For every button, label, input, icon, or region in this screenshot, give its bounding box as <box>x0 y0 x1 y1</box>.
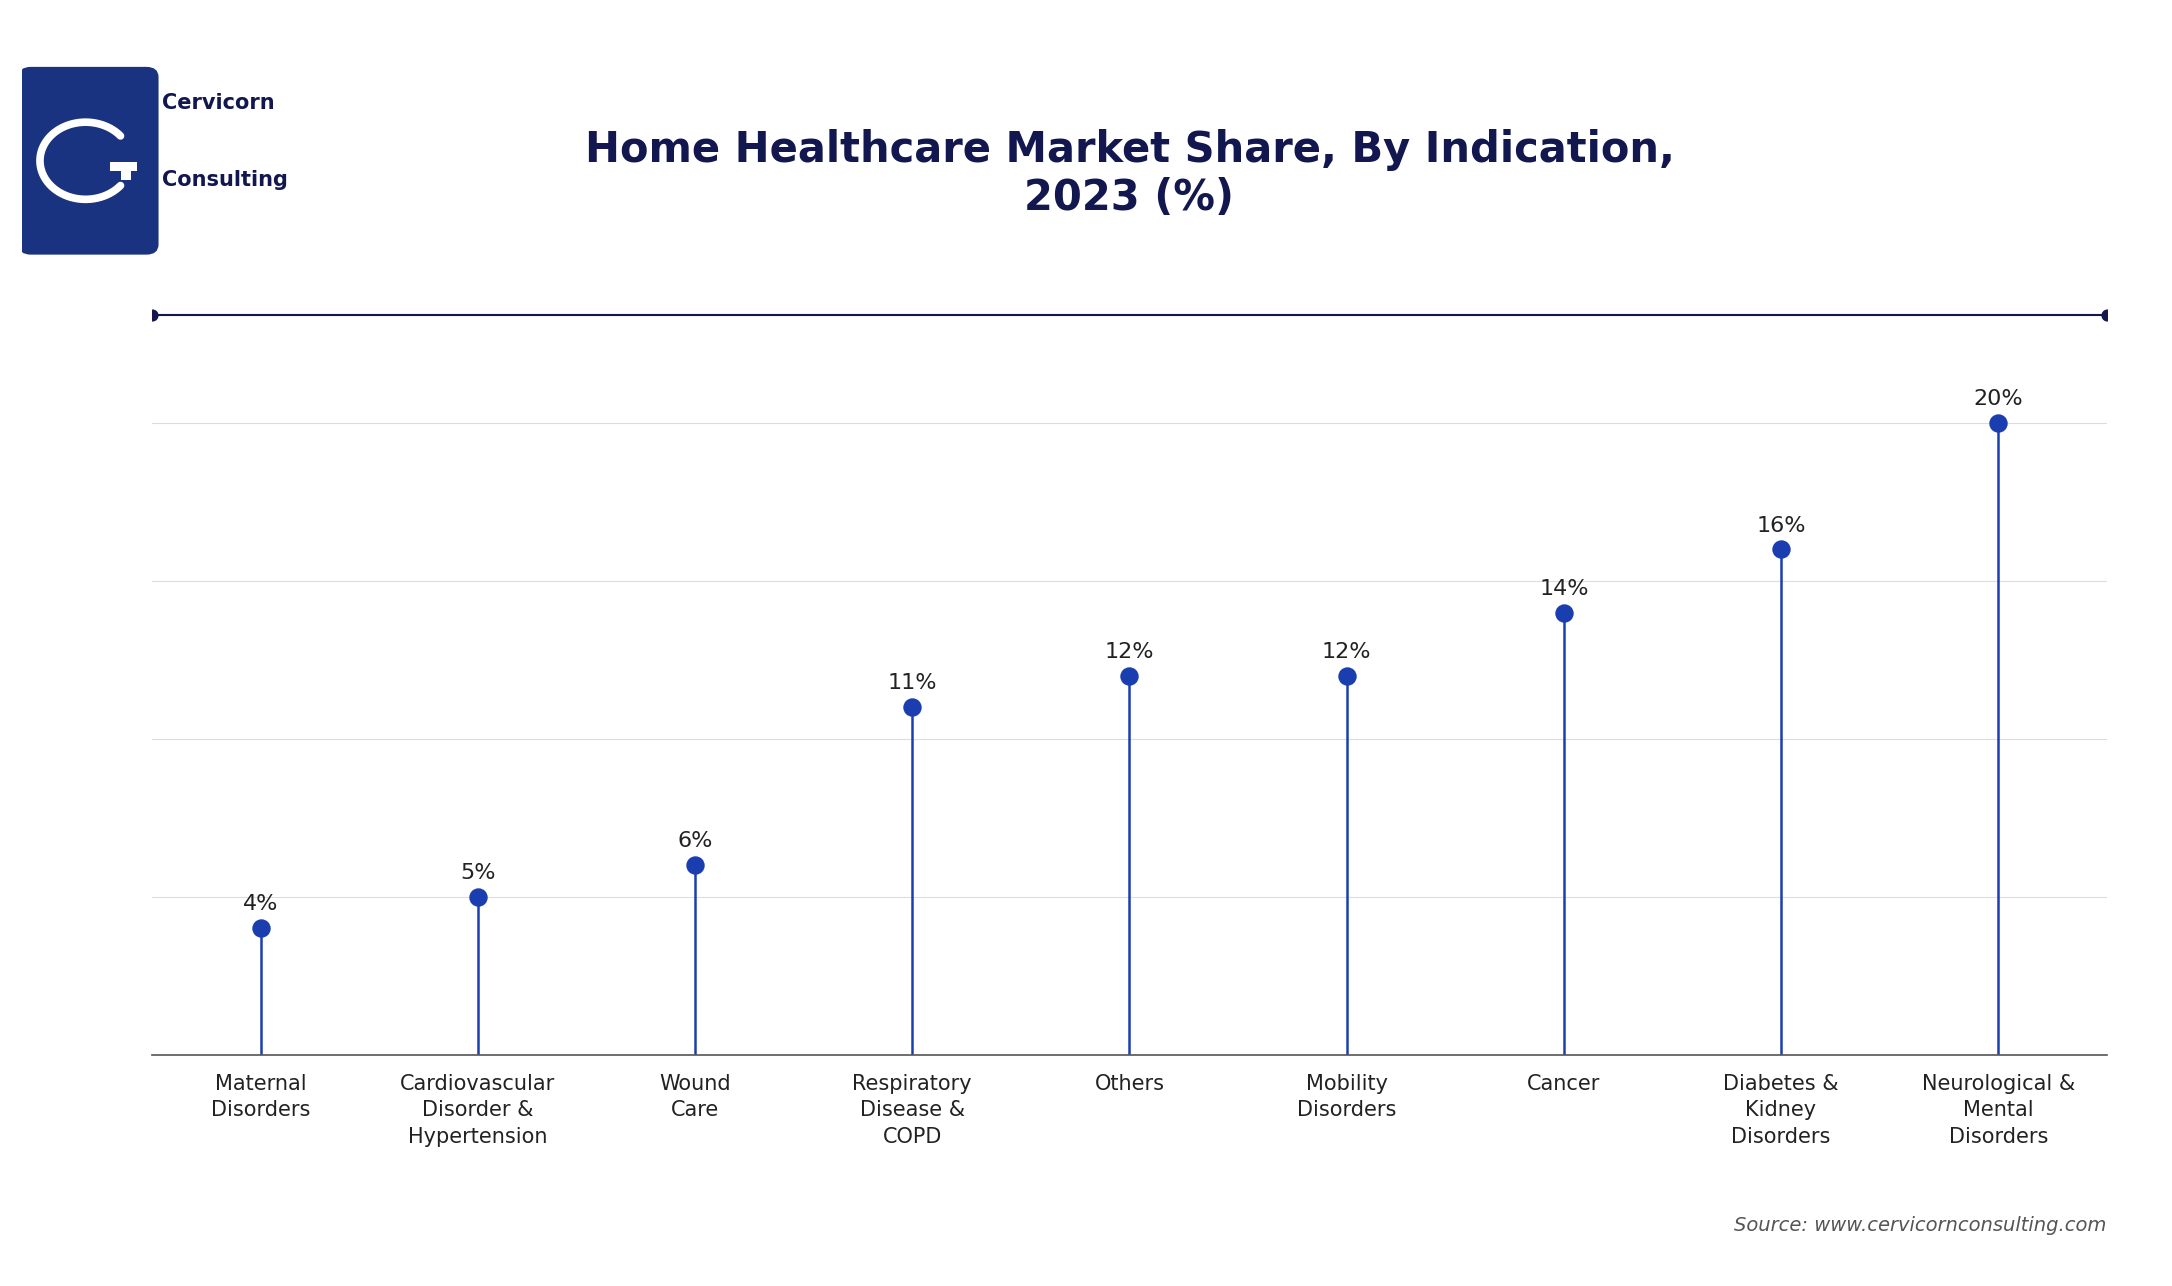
Point <box>1112 665 1147 685</box>
Text: Source: www.cervicornconsulting.com: Source: www.cervicornconsulting.com <box>1735 1215 2107 1235</box>
Bar <box>122 162 132 180</box>
Point <box>1546 602 1581 622</box>
Point <box>1981 413 2016 433</box>
Bar <box>111 162 137 171</box>
Point <box>895 697 930 718</box>
Text: 12%: 12% <box>1323 642 1371 662</box>
Text: 14%: 14% <box>1540 579 1588 599</box>
Text: 6%: 6% <box>678 831 712 851</box>
Point <box>678 855 712 876</box>
Point <box>243 918 278 939</box>
Text: 12%: 12% <box>1106 642 1153 662</box>
Text: 4%: 4% <box>243 894 278 914</box>
Text: Cervicorn: Cervicorn <box>161 93 274 113</box>
Text: Consulting: Consulting <box>161 170 287 190</box>
Point <box>1329 665 1364 685</box>
Text: 20%: 20% <box>1974 390 2022 409</box>
Point <box>2089 305 2124 325</box>
Text: 5%: 5% <box>460 863 495 882</box>
Text: 16%: 16% <box>1757 516 1805 535</box>
FancyBboxPatch shape <box>20 67 159 255</box>
Point <box>460 886 495 907</box>
Point <box>1764 539 1798 559</box>
Text: Home Healthcare Market Share, By Indication,
2023 (%): Home Healthcare Market Share, By Indicat… <box>584 129 1675 219</box>
Text: 11%: 11% <box>888 674 936 693</box>
Point <box>135 305 169 325</box>
